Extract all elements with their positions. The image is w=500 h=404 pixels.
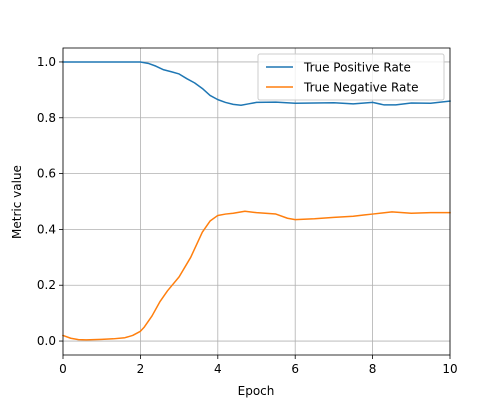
legend: True Positive Rate True Negative Rate [257, 53, 445, 101]
y-tick-label: 0.4 [37, 222, 56, 236]
y-tick-label: 0.6 [37, 167, 56, 181]
series-line-2 [62, 210, 451, 341]
legend-label: True Negative Rate [303, 81, 419, 95]
axes [62, 47, 451, 356]
x-tick-label: 8 [369, 362, 377, 376]
x-tick-label: 10 [442, 362, 457, 376]
series-lines [62, 61, 451, 341]
x-axis-label: Epoch [238, 384, 275, 398]
y-tick-label: 0.8 [37, 111, 56, 125]
y-tick-label: 0.2 [37, 278, 56, 292]
plot-frame [62, 47, 451, 356]
tick-marks: 0 2 4 6 8 10 0.0 0.2 0.4 0.6 0.8 1.0 [37, 55, 458, 376]
legend-label: True Positive Rate [303, 61, 411, 75]
x-tick-label: 6 [291, 362, 299, 376]
legend-items: True Positive Rate True Negative Rate [266, 61, 419, 95]
x-tick-label: 2 [137, 362, 145, 376]
y-tick-label: 1.0 [37, 55, 56, 69]
x-tick-label: 0 [59, 362, 67, 376]
y-tick-label: 0.0 [37, 334, 56, 348]
y-axis-label: Metric value [10, 165, 24, 239]
x-tick-label: 4 [214, 362, 222, 376]
legend-box [257, 53, 445, 101]
series-line-1 [62, 61, 451, 106]
